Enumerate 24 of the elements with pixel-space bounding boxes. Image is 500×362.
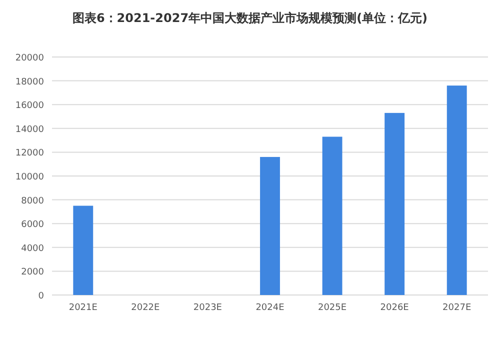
x-tick-label: 2023E: [193, 303, 222, 313]
bar: [446, 86, 467, 295]
bar: [73, 206, 94, 295]
y-tick-label: 14000: [15, 124, 44, 135]
y-tick-label: 2000: [21, 268, 44, 278]
bar: [260, 156, 280, 295]
y-tick-label: 18000: [15, 77, 44, 88]
y-tick-label: 16000: [15, 101, 44, 112]
y-tick-label: 12000: [15, 148, 44, 159]
bar: [322, 136, 342, 295]
y-tick-label: 6000: [21, 220, 44, 230]
y-tick-label: 4000: [21, 244, 44, 254]
x-tick-label: 2026E: [380, 303, 410, 313]
y-tick-label: 20000: [15, 54, 44, 64]
chart-title: 图表6：2021-2027年中国大数据产业市场规模预测(单位：亿元): [72, 11, 428, 25]
x-tick-label: 2022E: [131, 303, 160, 313]
y-tick-label: 0: [38, 292, 44, 302]
y-tick-label: 8000: [21, 196, 44, 206]
y-tick-label: 10000: [15, 172, 44, 182]
x-tick-label: 2021E: [68, 303, 98, 313]
x-tick-label: 2025E: [318, 303, 347, 313]
bar: [384, 112, 405, 295]
x-tick-label: 2024E: [256, 303, 285, 313]
x-tick-label: 2027E: [442, 303, 472, 313]
